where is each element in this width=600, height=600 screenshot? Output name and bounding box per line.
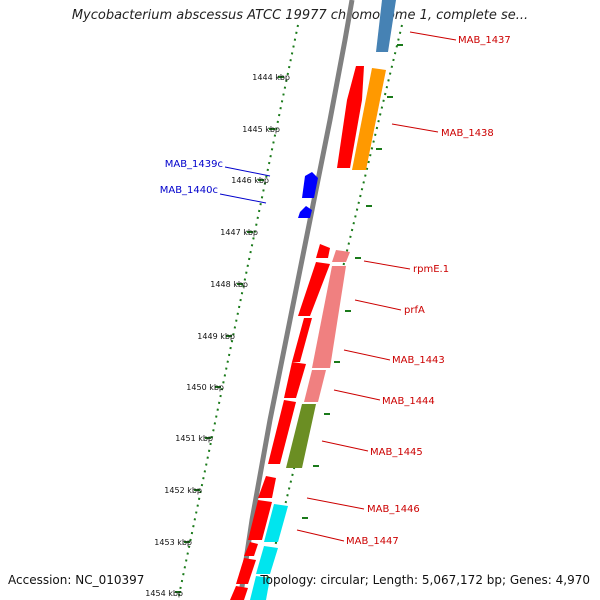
tick-label-1449: 1449 kbp — [197, 332, 235, 341]
kbp-tick-marks — [175, 76, 284, 593]
gene-pink-1444 — [304, 370, 326, 402]
tick-label-1446: 1446 kbp — [231, 176, 269, 185]
gene-red-prfa — [298, 262, 330, 316]
tick-label-1450: 1450 kbp — [186, 383, 224, 392]
gene-pink-prfa — [312, 266, 346, 368]
label-mab-1447: MAB_1447 — [346, 536, 399, 547]
gene-olive-1445 — [286, 404, 316, 468]
label-mab-1438: MAB_1438 — [441, 128, 494, 139]
chromosome-backbone — [237, 0, 355, 600]
forward-leaders — [296, 31, 457, 542]
forward-strand-genes[interactable] — [230, 66, 364, 600]
gene-blue-1439c — [302, 172, 318, 198]
tick-label-1447: 1447 kbp — [220, 228, 258, 237]
tick-label-1454: 1454 kbp — [145, 589, 183, 598]
reverse-leaders — [219, 166, 271, 204]
gene-red-1447b — [236, 558, 256, 584]
label-rpme1: rpmE.1 — [413, 264, 449, 275]
label-mab-1445: MAB_1445 — [370, 447, 423, 458]
gene-cyan-tail — [250, 576, 270, 600]
gene-red-1443 — [292, 318, 312, 362]
map-title: Mycobacterium abscessus ATCC 19977 chrom… — [71, 8, 529, 23]
genome-summary: Topology: circular; Length: 5,067,172 bp… — [260, 573, 590, 587]
gene-cyan-1447 — [256, 546, 278, 574]
gene-pink-rpme — [332, 250, 350, 262]
gene-red-1446a — [258, 476, 276, 498]
gene-red-tail — [230, 586, 248, 600]
label-mab-1439c: MAB_1439c — [165, 159, 223, 170]
gene-red-rpme — [316, 244, 330, 258]
gene-red-1444 — [284, 362, 306, 398]
accession-label: Accession: NC_010397 — [8, 573, 145, 587]
label-mab-1446: MAB_1446 — [367, 504, 420, 515]
label-mab-1437: MAB_1437 — [458, 35, 511, 46]
label-mab-1440c: MAB_1440c — [160, 185, 218, 196]
gene-red-1438 — [337, 66, 364, 168]
cog-lane-genes[interactable] — [250, 0, 396, 600]
reverse-strand-genes[interactable] — [298, 172, 318, 218]
gene-red-1445 — [268, 400, 296, 464]
tick-label-1444: 1444 kbp — [252, 73, 290, 82]
tick-label-1445: 1445 kbp — [242, 125, 280, 134]
tick-label-1448: 1448 kbp — [210, 280, 248, 289]
gene-orange-1438 — [352, 68, 386, 170]
outer-tick-marks — [302, 44, 403, 519]
gene-red-1447a — [244, 542, 258, 556]
gene-blue-1440c — [298, 206, 312, 218]
tick-label-1453: 1453 kbp — [154, 538, 192, 547]
tick-label-1451: 1451 kbp — [175, 434, 213, 443]
label-mab-1443: MAB_1443 — [392, 355, 445, 366]
label-mab-1444: MAB_1444 — [382, 396, 435, 407]
gene-steelblue-1437 — [376, 0, 396, 52]
gene-cyan-1446 — [264, 504, 288, 542]
label-prfa: prfA — [404, 305, 425, 316]
gene-red-1446b — [248, 500, 272, 540]
tick-label-1452: 1452 kbp — [164, 486, 202, 495]
